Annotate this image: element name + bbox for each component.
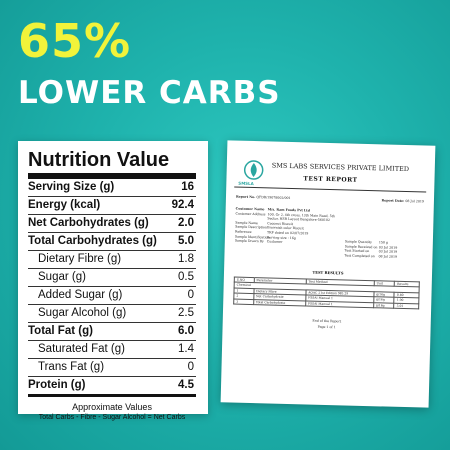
- row-label: Trans Fat (g): [38, 361, 105, 373]
- row-value: 92.4: [171, 199, 194, 211]
- row-value: 4.5: [178, 379, 194, 391]
- nutrition-row: Added Sugar (g) 0: [28, 287, 196, 305]
- net-carbs-formula: Total Carbs - Fibre - Sugar Alcohol = Ne…: [38, 414, 186, 421]
- nutrition-row: Total Fat (g) 6.0: [28, 323, 196, 341]
- row-label: Saturated Fat (g): [38, 343, 125, 355]
- lower-carbs-headline: LOWER CARBS: [18, 75, 281, 111]
- nutrition-title: Nutrition Value: [28, 149, 196, 179]
- row-label: Total Carbohydrates (g): [28, 235, 157, 247]
- row-value: 0: [187, 361, 194, 373]
- nutrition-footer: Approximate Values Total Carbs - Fibre -…: [28, 402, 196, 421]
- nutrition-row: Serving Size (g) 16: [28, 179, 196, 197]
- row-label: Added Sugar (g): [38, 289, 123, 301]
- nutrition-row: Dietary Fibre (g) 1.8: [28, 251, 196, 269]
- nutrition-row: Net Carbohydrates (g) 2.0: [28, 215, 196, 233]
- nutrition-card: Nutrition Value Serving Size (g) 16 Energ…: [18, 141, 208, 421]
- logo-label: SMSLA: [238, 180, 254, 187]
- divider: [234, 186, 427, 193]
- sample-dates: Sample Quantity 150 g Sample Received on 0…: [344, 239, 398, 259]
- row-label: Dietary Fibre (g): [38, 253, 122, 265]
- nutrition-row: Saturated Fat (g) 1.4: [28, 341, 196, 359]
- row-value: 16: [181, 181, 194, 193]
- lab-company-name: SMS LABS SERVICES PRIVATE LIMITED: [271, 161, 410, 174]
- nutrition-row: Total Carbohydrates (g) 5.0: [28, 233, 196, 251]
- nutrition-row: Protein (g) 4.5: [28, 377, 196, 397]
- row-value: 0.5: [178, 271, 194, 283]
- nutrition-table: Nutrition Value Serving Size (g) 16 Energ…: [28, 149, 196, 421]
- row-value: 5.0: [178, 235, 194, 247]
- report-no: Report No. QFDB/19078002/001: [235, 194, 291, 200]
- row-label: Net Carbohydrates (g): [28, 217, 149, 229]
- row-label: Total Fat (g): [28, 325, 93, 337]
- row-label: Energy (kcal): [28, 199, 101, 211]
- nutrition-row: Energy (kcal) 92.4: [28, 197, 196, 215]
- row-value: 1.8: [178, 253, 194, 265]
- lab-report-document: SMSLA SMS LABS SERVICES PRIVATE LIMITED …: [220, 140, 436, 408]
- row-label: Protein (g): [28, 379, 86, 391]
- row-value: 6.0: [178, 325, 194, 337]
- row-value: 0: [187, 289, 194, 301]
- nutrition-row: Sugar Alcohol (g) 2.5: [28, 305, 196, 323]
- row-value: 1.4: [178, 343, 194, 355]
- row-label: Serving Size (g): [28, 181, 115, 193]
- row-label: Sugar Alcohol (g): [38, 307, 127, 319]
- row-value: 2.5: [178, 307, 194, 319]
- lab-logo-icon: [243, 160, 264, 180]
- report-title: TEST REPORT: [303, 175, 358, 184]
- row-label: Sugar (g): [38, 271, 86, 283]
- report-date: Report Date: 08 Jul 2019: [381, 198, 424, 204]
- nutrition-row: Trans Fat (g) 0: [28, 359, 196, 377]
- nutrition-row: Sugar (g) 0.5: [28, 269, 196, 287]
- customer-details: Customer Name M/s. Ram Foods Pvt Ltd Cust…: [234, 206, 336, 244]
- results-table: S.NO Parameter Test Method Unit Results Chem…: [233, 277, 420, 310]
- percent-headline: 65%: [18, 14, 132, 68]
- approx-values-label: Approximate Values: [72, 402, 152, 412]
- row-value: 2.0: [178, 217, 194, 229]
- report-meta: Report No. QFDB/19078002/001 Report Date…: [236, 195, 424, 205]
